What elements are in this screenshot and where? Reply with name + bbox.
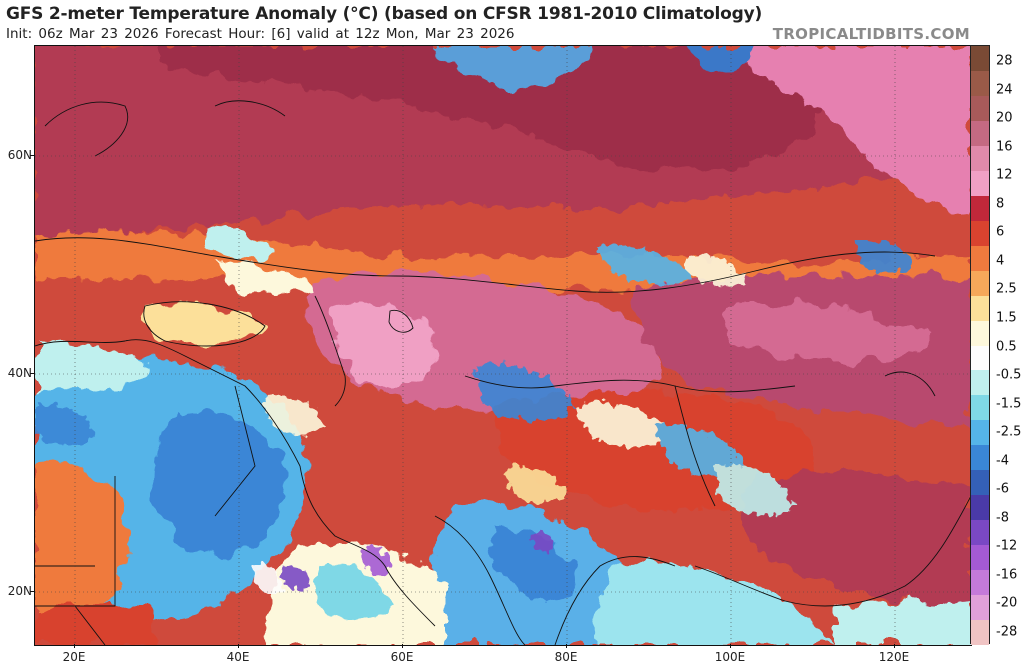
colorbar-label: -6	[996, 481, 1009, 497]
colorbar-label: 0.5	[996, 339, 1017, 354]
colorbar-segment	[971, 395, 989, 421]
colorbar-segment	[971, 170, 989, 197]
lon-label-20e: 20E	[62, 650, 86, 664]
map-boundaries	[35, 100, 971, 645]
temperature-anomaly-map	[34, 45, 972, 646]
colorbar-segment	[971, 345, 989, 371]
highland-speckle	[35, 240, 915, 594]
colorbar-label: 12	[996, 167, 1013, 183]
colorbar-segment	[971, 520, 989, 546]
colorbar	[970, 45, 990, 646]
colorbar-segment	[971, 270, 989, 297]
lat-label-60n: 60N	[7, 148, 32, 162]
colorbar-label: -4	[996, 453, 1009, 469]
lon-tick-80e	[566, 644, 567, 648]
colorbar-label: 28	[996, 53, 1013, 69]
colorbar-segment	[971, 445, 989, 471]
colorbar-segment	[971, 195, 989, 222]
colorbar-label: 8	[996, 196, 1005, 212]
lat-tick-60n	[30, 155, 34, 156]
lon-label-60e: 60E	[390, 650, 414, 664]
colorbar-label: 4	[996, 253, 1005, 269]
colorbar-label: -20	[996, 595, 1018, 611]
colorbar-label: -8	[996, 510, 1009, 526]
colorbar-label: -2.5	[996, 424, 1022, 440]
colorbar-label: 6	[996, 224, 1005, 240]
colorbar-label: -28	[996, 624, 1018, 640]
colorbar-label: 20	[996, 110, 1013, 126]
colorbar-segment	[971, 295, 989, 322]
lat-tick-20n	[30, 591, 34, 592]
colorbar-label: -1.5	[996, 396, 1022, 412]
lat-label-20n: 20N	[7, 584, 32, 598]
lon-tick-20e	[74, 644, 75, 648]
lon-label-40e: 40E	[226, 650, 250, 664]
brand-watermark: TROPICALTIDBITS.COM	[772, 25, 970, 43]
colorbar-segment	[971, 245, 989, 272]
lon-label-120e: 120E	[878, 650, 910, 664]
lat-tick-40n	[30, 373, 34, 374]
colorbar-segment	[971, 145, 989, 172]
colorbar-segment	[971, 46, 989, 72]
colorbar-label: 1.5	[996, 310, 1017, 326]
lon-label-100e: 100E	[714, 650, 746, 664]
lat-label-40n: 40N	[7, 366, 32, 380]
colorbar-segment	[971, 470, 989, 496]
lon-tick-120e	[894, 644, 895, 648]
colorbar-segment	[971, 70, 989, 97]
map-title: GFS 2-meter Temperature Anomaly (°C) (ba…	[6, 4, 763, 24]
colorbar-segment	[971, 320, 989, 346]
colorbar-label: -12	[996, 538, 1018, 554]
colorbar-segment	[971, 95, 989, 122]
colorbar-segment	[971, 620, 989, 646]
graticule	[35, 46, 971, 645]
lon-tick-40e	[238, 644, 239, 648]
map-subtitle: Init: 06z Mar 23 2026 Forecast Hour: [6]…	[6, 26, 515, 42]
lon-label-80e: 80E	[554, 650, 578, 664]
colorbar-label: -0.5	[996, 367, 1022, 383]
colorbar-label: 2.5	[996, 281, 1017, 297]
colorbar-segment	[971, 220, 989, 247]
colorbar-label: 16	[996, 139, 1013, 155]
colorbar-label: -16	[996, 567, 1018, 583]
lon-tick-100e	[730, 644, 731, 648]
colorbar-segment	[971, 545, 989, 571]
lon-tick-60e	[402, 644, 403, 648]
colorbar-segment	[971, 420, 989, 446]
colorbar-segment	[971, 120, 989, 147]
colorbar-segment	[971, 595, 989, 621]
colorbar-segment	[971, 370, 989, 396]
colorbar-segment	[971, 495, 989, 521]
colorbar-label: 24	[996, 82, 1013, 98]
map-canvas	[35, 46, 971, 645]
colorbar-segment	[971, 570, 989, 596]
